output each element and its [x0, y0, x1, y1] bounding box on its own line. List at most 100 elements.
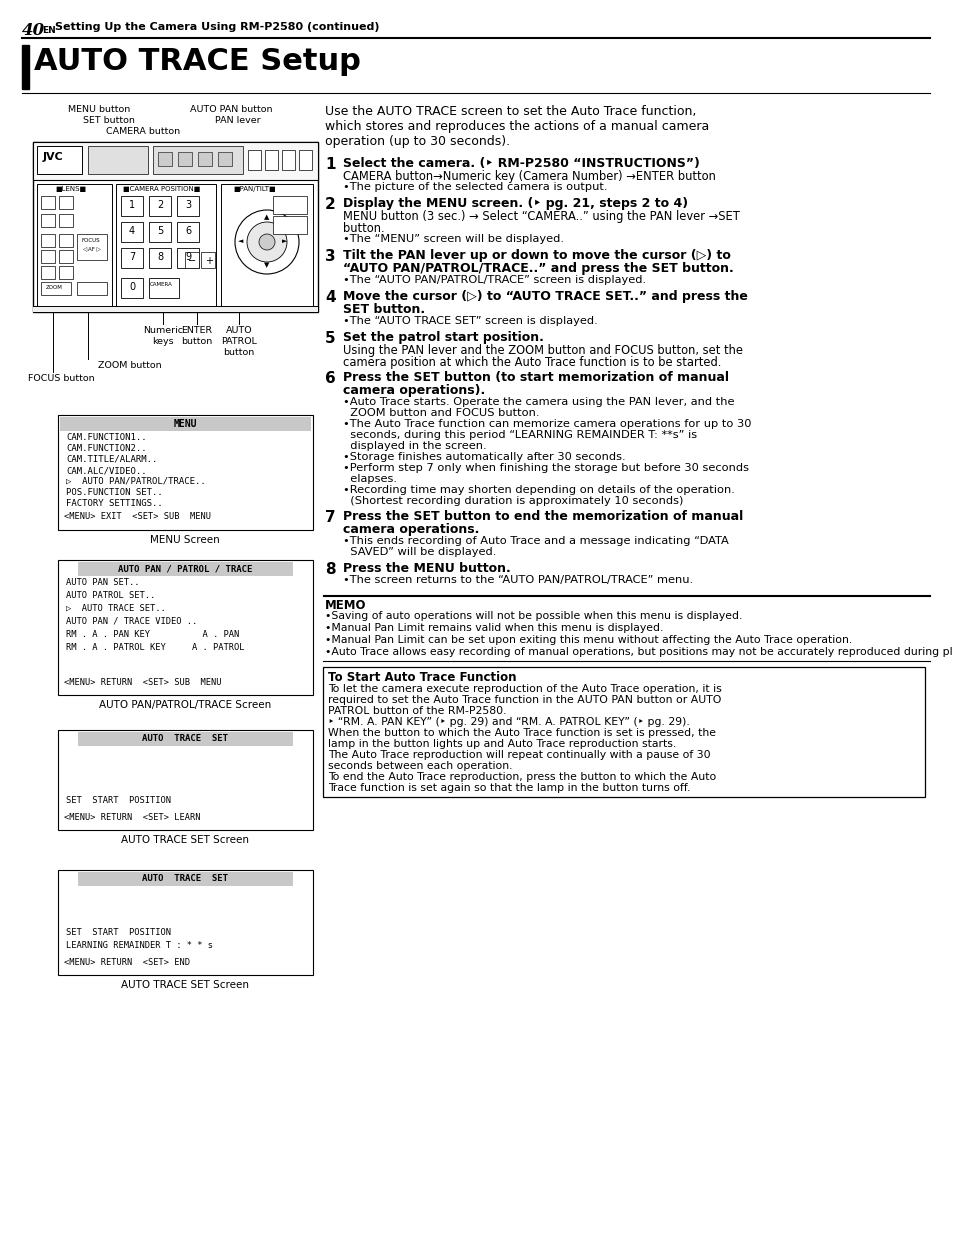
Text: ZOOM button: ZOOM button — [98, 361, 161, 370]
Text: ◄: ◄ — [238, 238, 243, 245]
Text: 4: 4 — [129, 226, 135, 236]
Text: Use the AUTO TRACE screen to set the Auto Trace function,: Use the AUTO TRACE screen to set the Aut… — [325, 105, 696, 119]
Text: MENU button: MENU button — [68, 105, 131, 114]
Text: MEMO: MEMO — [325, 599, 366, 613]
Text: 3: 3 — [325, 249, 335, 264]
Text: 8: 8 — [325, 562, 335, 577]
Bar — [41, 282, 71, 295]
Text: AUTO  TRACE  SET: AUTO TRACE SET — [142, 734, 228, 743]
Text: •Auto Trace starts. Operate the camera using the PAN lever, and the: •Auto Trace starts. Operate the camera u… — [343, 396, 734, 408]
Bar — [185, 252, 199, 268]
Text: FOCUS: FOCUS — [82, 238, 100, 243]
Text: AUTO PAN / PATROL / TRACE: AUTO PAN / PATROL / TRACE — [117, 564, 252, 573]
Bar — [58, 730, 313, 830]
Bar — [78, 562, 293, 576]
Text: Tilt the PAN lever up or down to move the cursor (▷) to: Tilt the PAN lever up or down to move th… — [343, 249, 730, 262]
Bar — [152, 146, 243, 174]
Text: ■CAMERA POSITION■: ■CAMERA POSITION■ — [123, 186, 200, 191]
Text: <MENU> RETURN  <SET> SUB  MENU: <MENU> RETURN <SET> SUB MENU — [64, 678, 221, 687]
Bar — [59, 214, 73, 227]
Text: Setting Up the Camera Using RM-P2580 (continued): Setting Up the Camera Using RM-P2580 (co… — [55, 22, 379, 32]
Text: Numeric: Numeric — [143, 326, 183, 335]
Bar — [58, 415, 313, 530]
Text: Trace function is set again so that the lamp in the button turns off.: Trace function is set again so that the … — [328, 783, 690, 793]
Bar — [158, 152, 172, 165]
Text: AUTO PAN SET..: AUTO PAN SET.. — [66, 578, 139, 587]
Bar — [116, 184, 215, 306]
Bar — [177, 248, 199, 268]
Text: •Perform step 7 only when finishing the storage but before 30 seconds: •Perform step 7 only when finishing the … — [343, 463, 748, 473]
Text: SET button: SET button — [83, 116, 134, 125]
Text: lamp in the button lights up and Auto Trace reproduction starts.: lamp in the button lights up and Auto Tr… — [328, 739, 676, 748]
Text: MENU: MENU — [173, 419, 196, 429]
Text: CAMERA button: CAMERA button — [106, 127, 180, 136]
Text: MENU button (3 sec.) → Select “CAMERA..” using the PAN lever →SET: MENU button (3 sec.) → Select “CAMERA..”… — [343, 210, 740, 224]
Text: ►: ► — [282, 238, 288, 245]
Text: Display the MENU screen. (‣ pg. 21, steps 2 to 4): Display the MENU screen. (‣ pg. 21, step… — [343, 198, 687, 210]
Bar — [33, 142, 317, 312]
Bar — [77, 282, 107, 295]
Text: •The screen returns to the “AUTO PAN/PATROL/TRACE” menu.: •The screen returns to the “AUTO PAN/PAT… — [343, 576, 693, 585]
Text: “AUTO PAN/PATROL/TRACE..” and press the SET button.: “AUTO PAN/PATROL/TRACE..” and press the … — [343, 262, 733, 275]
Text: •Storage finishes automatically after 30 seconds.: •Storage finishes automatically after 30… — [343, 452, 625, 462]
Bar — [121, 222, 143, 242]
Bar — [149, 222, 171, 242]
Text: RM . A . PATROL KEY     A . PATROL: RM . A . PATROL KEY A . PATROL — [66, 643, 244, 652]
Text: CAM.ALC/VIDEO..: CAM.ALC/VIDEO.. — [66, 466, 147, 475]
Text: button: button — [223, 348, 254, 357]
Text: 6: 6 — [185, 226, 191, 236]
Bar — [59, 266, 73, 279]
Text: To let the camera execute reproduction of the Auto Trace operation, it is: To let the camera execute reproduction o… — [328, 684, 721, 694]
Text: RM . A . PAN KEY          A . PAN: RM . A . PAN KEY A . PAN — [66, 630, 239, 638]
Bar — [121, 248, 143, 268]
Text: camera position at which the Auto Trace function is to be started.: camera position at which the Auto Trace … — [343, 356, 720, 369]
Bar — [177, 222, 199, 242]
Text: <MENU> RETURN  <SET> LEARN: <MENU> RETURN <SET> LEARN — [64, 813, 200, 823]
Text: •Saving of auto operations will not be possible when this menu is displayed.: •Saving of auto operations will not be p… — [325, 611, 741, 621]
Text: button: button — [181, 337, 213, 346]
Text: ■PAN/TILT■: ■PAN/TILT■ — [233, 186, 275, 191]
Bar — [59, 249, 73, 263]
Text: ▲: ▲ — [264, 214, 270, 220]
Bar — [88, 146, 148, 174]
Text: ENTER: ENTER — [181, 326, 213, 335]
Text: camera operations).: camera operations). — [343, 384, 485, 396]
Text: •The Auto Trace function can memorize camera operations for up to 30: •The Auto Trace function can memorize ca… — [343, 419, 751, 429]
Text: PAN lever: PAN lever — [214, 116, 260, 125]
Text: seconds, during this period “LEARNING REMAINDER T: **s” is: seconds, during this period “LEARNING RE… — [343, 430, 697, 440]
Bar — [33, 142, 317, 180]
Bar — [41, 214, 55, 227]
Text: 0: 0 — [129, 282, 135, 291]
Bar — [22, 44, 29, 89]
Text: ‣ “RM. A. PAN KEY” (‣ pg. 29) and “RM. A. PATROL KEY” (‣ pg. 29).: ‣ “RM. A. PAN KEY” (‣ pg. 29) and “RM. A… — [328, 718, 689, 727]
Text: AUTO TRACE SET Screen: AUTO TRACE SET Screen — [121, 835, 249, 845]
Bar — [41, 233, 55, 247]
Text: The Auto Trace reproduction will repeat continually with a pause of 30: The Auto Trace reproduction will repeat … — [328, 750, 710, 760]
Bar — [149, 248, 171, 268]
Text: 4: 4 — [325, 290, 335, 305]
Bar — [58, 559, 313, 695]
Text: POS.FUNCTION SET..: POS.FUNCTION SET.. — [66, 488, 163, 496]
Text: ▷  AUTO TRACE SET..: ▷ AUTO TRACE SET.. — [66, 604, 166, 613]
Text: AUTO PAN button: AUTO PAN button — [190, 105, 273, 114]
Text: keys: keys — [152, 337, 173, 346]
Text: •The “AUTO TRACE SET” screen is displayed.: •The “AUTO TRACE SET” screen is displaye… — [343, 316, 598, 326]
Bar — [121, 278, 143, 298]
Text: Select the camera. (‣ RM-P2580 “INSTRUCTIONS”): Select the camera. (‣ RM-P2580 “INSTRUCT… — [343, 157, 700, 170]
Text: 1: 1 — [325, 157, 335, 172]
Text: 40: 40 — [22, 22, 45, 40]
Text: 2: 2 — [156, 200, 163, 210]
Text: AUTO  TRACE  SET: AUTO TRACE SET — [142, 874, 228, 883]
Text: required to set the Auto Trace function in the AUTO PAN button or AUTO: required to set the Auto Trace function … — [328, 695, 720, 705]
Bar — [218, 152, 232, 165]
Text: SET  START  POSITION: SET START POSITION — [66, 927, 171, 937]
Bar — [59, 233, 73, 247]
Bar — [273, 196, 307, 214]
Text: AUTO PAN / TRACE VIDEO ..: AUTO PAN / TRACE VIDEO .. — [66, 618, 197, 626]
Bar — [201, 252, 214, 268]
Text: 1: 1 — [129, 200, 135, 210]
Text: To Start Auto Trace Function: To Start Auto Trace Function — [328, 671, 516, 684]
Text: LEARNING REMAINDER T : * * s: LEARNING REMAINDER T : * * s — [66, 941, 213, 950]
Text: •The picture of the selected camera is output.: •The picture of the selected camera is o… — [343, 182, 607, 191]
Text: ZOOM button and FOCUS button.: ZOOM button and FOCUS button. — [343, 408, 539, 417]
